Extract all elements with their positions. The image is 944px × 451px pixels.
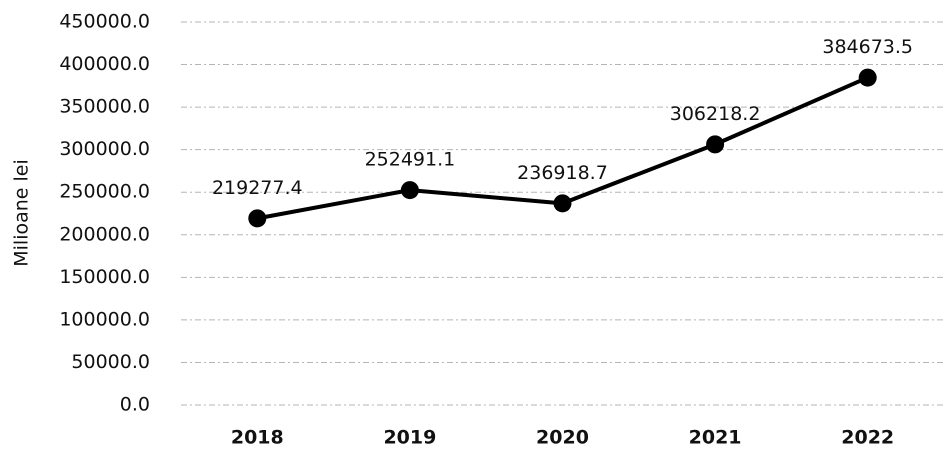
marker — [858, 68, 877, 87]
y-tick-label: 300000.0 — [59, 138, 150, 160]
y-tick-label: 400000.0 — [59, 53, 150, 75]
y-tick-label: 200000.0 — [59, 223, 150, 245]
marker — [248, 209, 267, 228]
data-label: 306218.2 — [670, 103, 761, 125]
x-tick-label: 2020 — [536, 427, 589, 449]
y-tick-label: 250000.0 — [59, 181, 150, 203]
x-tick-label: 2018 — [231, 427, 284, 449]
x-tick-label: 2021 — [689, 427, 742, 449]
marker — [400, 181, 419, 200]
y-tick-label: 0.0 — [120, 394, 150, 416]
data-label: 252491.1 — [365, 149, 456, 171]
data-label: 236918.7 — [517, 162, 608, 184]
y-tick-label: 350000.0 — [59, 96, 150, 118]
marker — [706, 135, 725, 154]
data-label: 384673.5 — [822, 36, 913, 58]
y-tick-label: 50000.0 — [71, 351, 150, 373]
x-tick-label: 2019 — [383, 427, 436, 449]
y-tick-label: 450000.0 — [59, 11, 150, 33]
marker — [553, 194, 572, 213]
y-tick-label: 150000.0 — [59, 266, 150, 288]
data-label: 219277.4 — [212, 177, 303, 199]
x-tick-label: 2022 — [841, 427, 894, 449]
y-axis-label: Milioane lei — [11, 159, 33, 267]
y-tick-label: 100000.0 — [59, 308, 150, 330]
